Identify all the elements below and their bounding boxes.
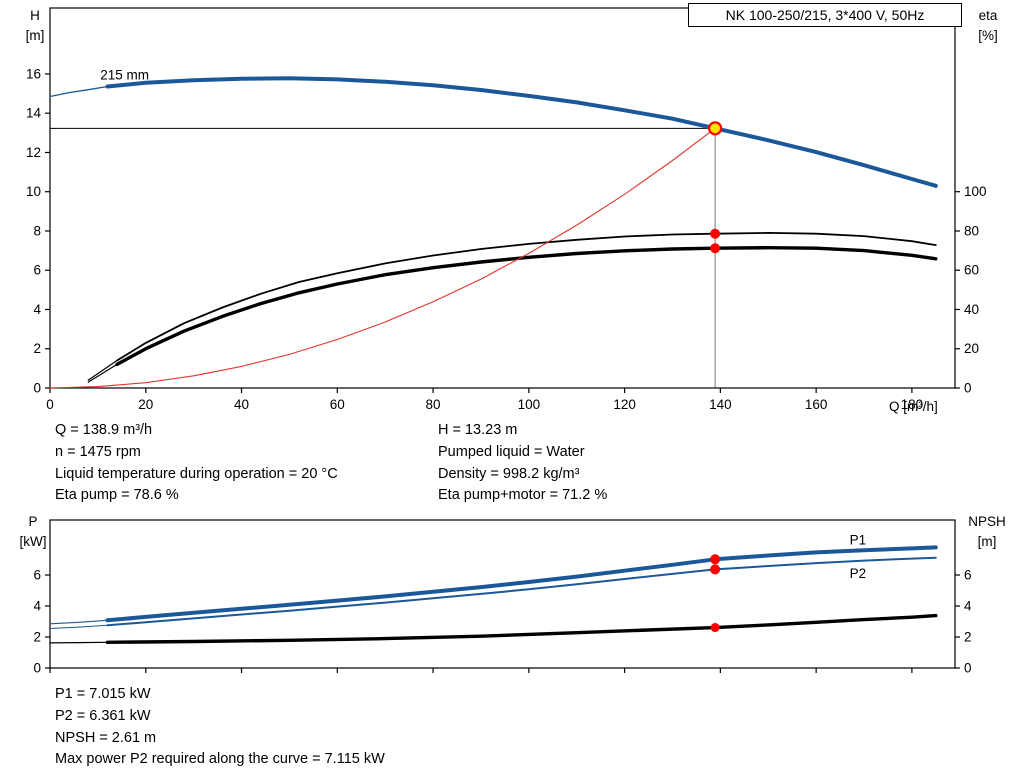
hq-eta-chart[interactable]: 0 20 40 60 80 100 120 140 160 1800246810121416020… xyxy=(0,0,1024,420)
y-left-tick-label: 2 xyxy=(33,341,41,356)
y-right-tick-label: 6 xyxy=(964,568,972,583)
eta-pump-motor-curve xyxy=(115,246,938,367)
x-tick-label: 80 xyxy=(426,397,441,412)
npsh-curve xyxy=(105,613,938,644)
operating-point-info-right: H = 13.23 m Pumped liquid = Water Densit… xyxy=(438,420,607,507)
plot-frame xyxy=(49,519,956,669)
eta-pump-motor-value: Eta pump+motor = 71.2 % xyxy=(438,487,608,504)
p2-curve-lead xyxy=(49,624,108,629)
y-left-tick-label: 14 xyxy=(26,106,42,121)
npsh-axis-label: NPSH [m] xyxy=(956,512,1018,552)
y-left-tick-label: 2 xyxy=(33,630,41,645)
y-right-tick-label: 80 xyxy=(964,223,979,238)
eta-pump-curve xyxy=(116,232,937,362)
y-right-tick-label: 60 xyxy=(964,263,979,278)
flow-value: Q = 138.9 m³/h xyxy=(55,422,153,438)
p2-value: P2 = 6.361 kW xyxy=(55,707,151,724)
max-p2-value: Max power P2 required along the curve = … xyxy=(55,751,385,768)
y-left-tick-label: 12 xyxy=(26,145,41,160)
duty-point[interactable] xyxy=(708,121,723,136)
y-right-tick-label: 2 xyxy=(964,630,972,645)
speed-value: n = 1475 rpm xyxy=(55,443,141,460)
y-right-tick-label: 40 xyxy=(964,302,979,317)
y-left-tick-label: 6 xyxy=(33,263,41,278)
pump-title-box: NK 100-250/215, 3*400 V, 50Hz xyxy=(688,3,962,27)
p1-value: P1 = 7.015 kW xyxy=(55,686,151,702)
p1-curve-label: P1 xyxy=(850,532,867,547)
p1-point xyxy=(710,554,721,565)
y-right-tick-label: 100 xyxy=(964,184,987,199)
npsh-axis-symbol: NPSH xyxy=(968,514,1006,529)
y-left-tick-label: 6 xyxy=(33,568,41,583)
operating-point-info-left: Q = 138.9 m³/h n = 1475 rpm Liquid tempe… xyxy=(55,420,338,507)
y-left-tick-label: 0 xyxy=(33,381,41,396)
y-right-tick-label: 4 xyxy=(964,599,972,614)
h-axis-symbol: H xyxy=(30,8,40,23)
p2-curve xyxy=(106,556,937,627)
y-left-tick-label: 8 xyxy=(33,223,41,238)
eta-axis-label: eta [%] xyxy=(966,6,1010,46)
eta-pump-value: Eta pump = 78.6 % xyxy=(55,487,179,504)
eta-pump-lead xyxy=(87,359,118,381)
y-right-tick-label: 20 xyxy=(964,341,979,356)
x-tick-label: 180 xyxy=(901,397,924,412)
pumped-liquid-value: Pumped liquid = Water xyxy=(438,443,585,460)
p-axis-label: P [kW] xyxy=(8,512,58,552)
y-left-tick-label: 4 xyxy=(33,302,41,317)
npsh-axis-unit: [m] xyxy=(977,534,997,549)
eta-pump-motor-lead xyxy=(87,363,118,383)
y-right-tick-label: 0 xyxy=(964,381,972,396)
p1-curve xyxy=(105,545,938,623)
npsh-curve-lead xyxy=(49,641,109,644)
y-left-tick-label: 0 xyxy=(33,661,41,676)
power-results-info: P1 = 7.015 kW P2 = 6.361 kW NPSH = 2.61 … xyxy=(55,684,385,771)
x-tick-label: 120 xyxy=(613,397,636,412)
density-value: Density = 998.2 kg/m³ xyxy=(438,465,580,482)
eta-axis-unit: [%] xyxy=(978,28,998,43)
x-tick-label: 160 xyxy=(805,397,828,412)
npsh-point xyxy=(710,623,720,633)
y-right-tick-label: 0 xyxy=(964,661,972,676)
p2-curve-label: P2 xyxy=(850,566,867,581)
eta-axis-symbol: eta xyxy=(978,8,998,23)
npsh-value: NPSH = 2.61 m xyxy=(55,729,157,746)
y-left-tick-label: 4 xyxy=(33,599,41,614)
q-axis-label: Q [m³/h] xyxy=(889,399,938,414)
y-left-tick-label: 16 xyxy=(26,66,41,81)
p2-point xyxy=(710,564,721,575)
x-tick-label: 0 xyxy=(46,397,54,412)
liquid-temperature-value: Liquid temperature during operation = 20… xyxy=(55,465,338,482)
h-axis-label: H [m] xyxy=(12,6,58,46)
system-curve xyxy=(49,127,716,389)
eta-pump-point xyxy=(710,228,721,239)
y-left-tick-label: 10 xyxy=(26,184,41,199)
h-axis-unit: [m] xyxy=(25,28,45,43)
head-curve-215mm-label: 215 mm xyxy=(100,67,149,82)
p-axis-symbol: P xyxy=(28,514,38,529)
x-tick-label: 60 xyxy=(330,397,345,412)
head-value: H = 13.23 m xyxy=(438,422,518,438)
x-tick-label: 40 xyxy=(234,397,249,412)
head-curve-215mm xyxy=(105,76,938,188)
eta-pump-motor-point xyxy=(710,243,721,254)
x-tick-label: 100 xyxy=(518,397,541,412)
plot-frame xyxy=(49,7,956,389)
x-tick-label: 20 xyxy=(138,397,153,412)
power-npsh-chart[interactable]: 0 2 4 6 0 2 4 6 P1 P2 xyxy=(0,498,1024,698)
p-axis-unit: [kW] xyxy=(19,534,47,549)
p1-curve-lead xyxy=(49,619,109,625)
head-curve-lead xyxy=(49,85,109,98)
x-tick-label: 140 xyxy=(709,397,732,412)
